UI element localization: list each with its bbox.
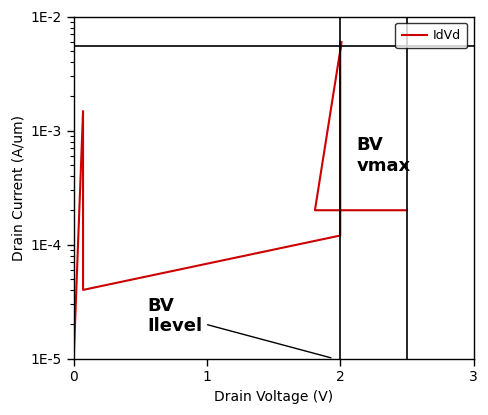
IdVd [209,260,215,265]
IdVd [74,267,80,272]
Line: IdVd: IdVd [74,42,406,359]
IdVd [337,39,343,44]
X-axis label: Drain Voltage (V): Drain Voltage (V) [214,390,332,404]
Text: BV
vmax: BV vmax [356,137,409,175]
IdVd [269,247,275,252]
IdVd [374,208,380,213]
IdVd [321,145,327,150]
IdVd [403,208,409,213]
IdVd [71,356,77,361]
IdVd [295,242,301,247]
Legend: IdVd: IdVd [395,23,467,49]
Text: BV
Ilevel: BV Ilevel [147,297,330,358]
Y-axis label: Drain Current (A/um): Drain Current (A/um) [11,115,25,261]
